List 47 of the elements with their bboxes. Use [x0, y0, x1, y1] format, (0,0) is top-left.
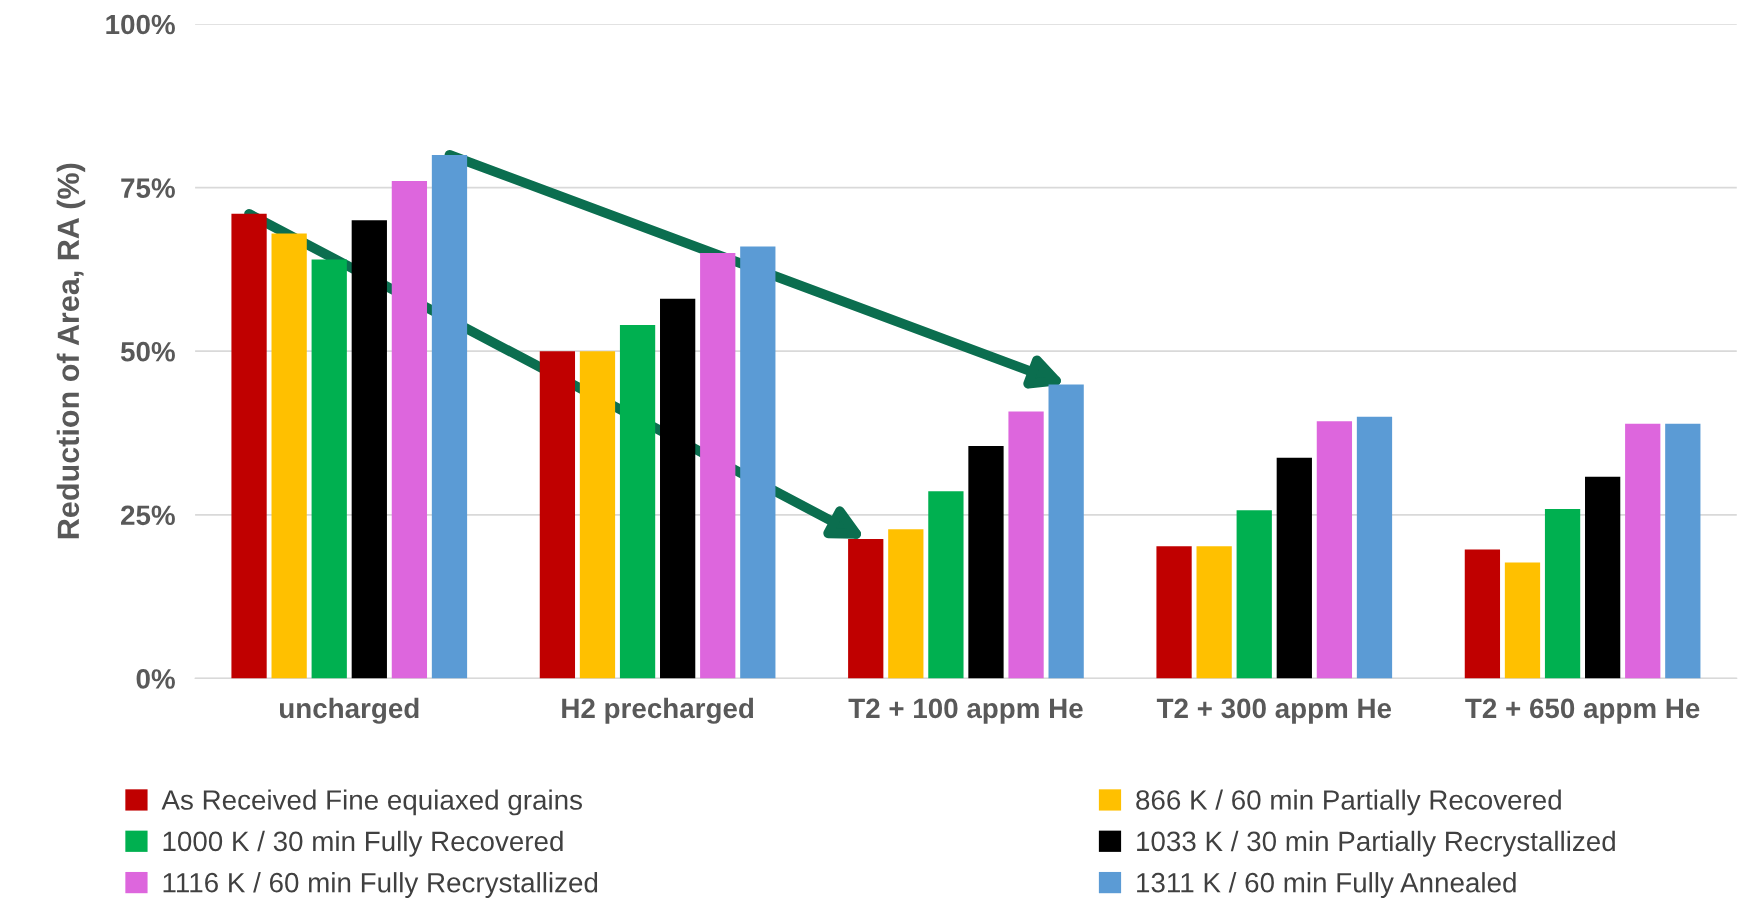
- bar: [1276, 457, 1312, 679]
- x-tick-label: H2 precharged: [562, 697, 754, 724]
- y-tick-label: 50%: [120, 341, 175, 362]
- legend-label: As Received Fine equiaxed grains: [161, 789, 582, 816]
- bar: [1665, 423, 1701, 679]
- x-tick-label: T2 + 100 appm He: [848, 698, 1083, 724]
- bar: [431, 154, 468, 679]
- legend-label: 1116 K / 60 min Fully Recrystallized: [163, 872, 598, 898]
- bar: [968, 446, 1004, 679]
- bar: [619, 325, 656, 679]
- bar: [660, 298, 696, 679]
- x-tick-label: uncharged: [280, 697, 419, 724]
- bar: [1544, 508, 1581, 679]
- bar: [1236, 510, 1272, 679]
- bar: [888, 529, 924, 679]
- bar: [1156, 546, 1192, 679]
- bar: [1464, 549, 1501, 679]
- bar: [1008, 411, 1044, 679]
- bar: [700, 253, 736, 679]
- bar: [539, 351, 576, 679]
- x-tick-label: T2 + 650 appm He: [1465, 698, 1700, 724]
- bar: [579, 351, 616, 679]
- bar: [311, 259, 347, 679]
- y-axis-title: Reduction of Area, RA (%): [56, 163, 86, 539]
- y-tick-label: 0%: [136, 669, 175, 689]
- x-tick-label: T2 + 300 appm He: [1156, 698, 1392, 724]
- bar: [391, 181, 428, 679]
- bar: [928, 491, 964, 679]
- legend-label: 866 K / 60 min Partially Recovered: [1136, 789, 1561, 816]
- bar: [848, 539, 884, 679]
- bar: [1048, 384, 1084, 679]
- legend-label: 1311 K / 60 min Fully Annealed: [1137, 872, 1516, 898]
- legend-label: 1000 K / 30 min Fully Recovered: [163, 830, 563, 857]
- bar: [1316, 421, 1353, 679]
- y-tick-label: 25%: [121, 505, 175, 526]
- bar: [1196, 546, 1232, 679]
- bar: [231, 213, 267, 679]
- bar: [271, 233, 307, 679]
- legend-label: 1033 K / 30 min Partially Recrystallized: [1137, 830, 1615, 857]
- bar: [1625, 423, 1661, 679]
- y-tick-label: 75%: [121, 178, 175, 198]
- bar: [1356, 416, 1393, 679]
- bar: [1504, 562, 1541, 679]
- bar: [351, 220, 387, 679]
- y-tick-label: 100%: [106, 14, 175, 35]
- bar: [1585, 476, 1621, 679]
- bar: [740, 246, 776, 679]
